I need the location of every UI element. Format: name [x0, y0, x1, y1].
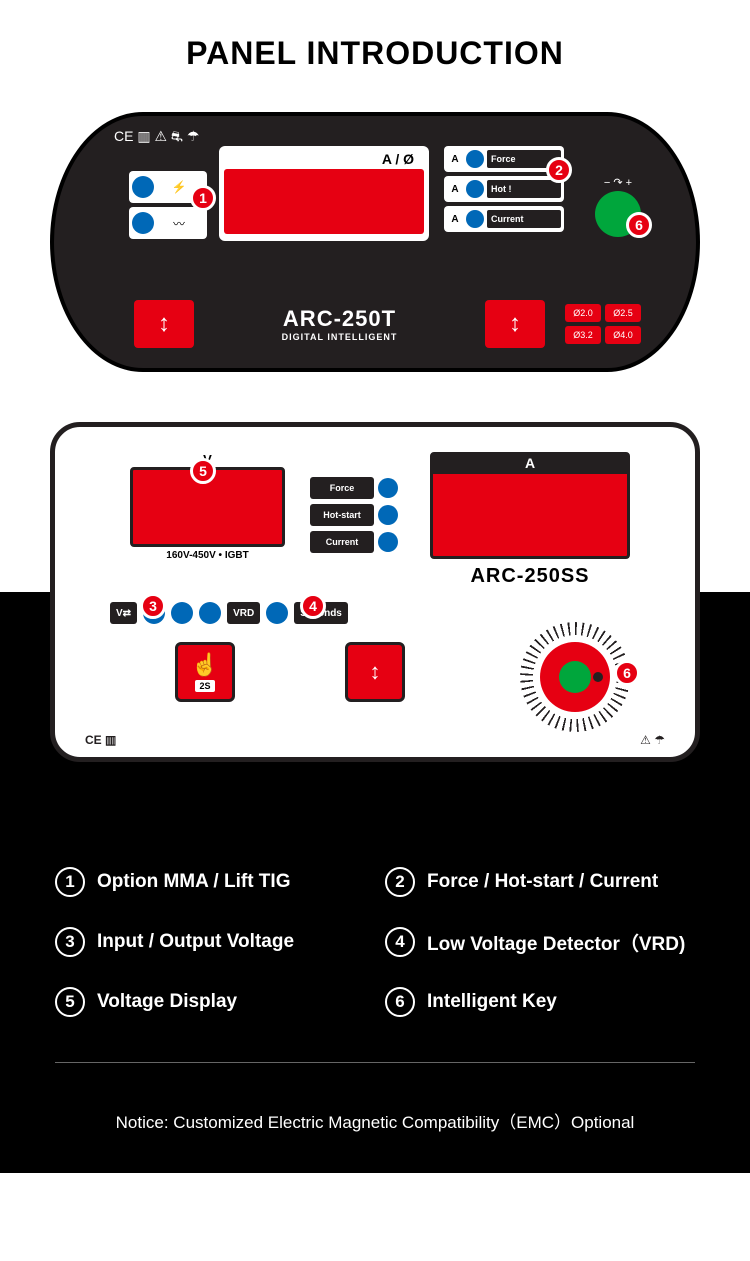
hand-icon: ☝	[191, 652, 218, 678]
legend-number: 2	[385, 867, 415, 897]
legend-item: 1 Option MMA / Lift TIG	[55, 867, 365, 897]
led-icon	[132, 212, 154, 234]
up-down-button[interactable]: ↕	[345, 642, 405, 702]
diameter-chip[interactable]: Ø2.5	[605, 304, 641, 322]
led-icon	[466, 150, 484, 168]
legend-item: 2 Force / Hot-start / Current	[385, 867, 695, 897]
legend-number: 1	[55, 867, 85, 897]
mode-rows: A Force A Hot ! A Current	[444, 146, 564, 232]
legend-grid: 1 Option MMA / Lift TIG 2 Force / Hot-st…	[55, 867, 695, 1017]
legend-text: Option MMA / Lift TIG	[97, 871, 290, 893]
panel-arc250t: CE ▥ ⚠ ⛐ ☂ ⚡ 〰 A / Ø A Force A	[50, 112, 700, 372]
panel-arc250ss: V 160V-450V • IGBT Force Hot-start Curre…	[50, 422, 700, 762]
knob-nub-icon	[593, 672, 603, 682]
center-modes: Force Hot-start Current	[310, 477, 398, 553]
bottom-buttons: ☝ 2S ↕	[175, 642, 405, 702]
intelligent-knob[interactable]	[520, 622, 630, 732]
cert-icons-right: ⚠ ☂	[640, 733, 665, 747]
up-down-button-right[interactable]: ↕	[485, 300, 545, 348]
a-label: A	[447, 154, 463, 165]
led-icon	[171, 602, 193, 624]
mode-label: Hot-start	[310, 504, 374, 526]
legend-item: 4 Low Voltage Detector（VRD)	[385, 927, 695, 957]
display-screen	[224, 169, 424, 234]
v-swap-chip[interactable]: V⇄	[110, 602, 137, 624]
mode-label: Current	[487, 210, 561, 228]
mma-icon: 〰	[154, 215, 204, 232]
legend-text: Voltage Display	[97, 991, 237, 1013]
diameter-grid: Ø2.0 Ø2.5 Ø3.2 Ø4.0	[565, 304, 641, 344]
legend-text: Force / Hot-start / Current	[427, 871, 658, 893]
marker-3: 3	[140, 593, 166, 619]
legend: 1 Option MMA / Lift TIG 2 Force / Hot-st…	[0, 812, 750, 1173]
diameter-chip[interactable]: Ø2.0	[565, 304, 601, 322]
divider	[55, 1062, 695, 1063]
model-name: ARC-250T	[194, 306, 485, 332]
led-icon	[266, 602, 288, 624]
legend-number: 5	[55, 987, 85, 1017]
arrows-icon: ↕	[370, 659, 381, 685]
marker-2: 2	[546, 157, 572, 183]
model-subtitle: DIGITAL INTELLIGENT	[194, 332, 485, 342]
knob-body	[540, 642, 610, 712]
a-screen	[430, 474, 630, 559]
marker-6: 6	[614, 660, 640, 686]
marker-4: 4	[300, 593, 326, 619]
mode-force[interactable]: Force	[310, 477, 398, 499]
led-icon	[199, 602, 221, 624]
legend-text: Low Voltage Detector（VRD)	[427, 929, 685, 956]
mode-hot[interactable]: A Hot !	[444, 176, 564, 202]
led-icon	[466, 210, 484, 228]
marker-1: 1	[190, 185, 216, 211]
marker-5: 5	[190, 458, 216, 484]
tig-button[interactable]: 〰	[129, 207, 207, 239]
cert-icons-left: CE ▥	[85, 733, 116, 747]
current-display: A ARC-250SS	[430, 452, 630, 588]
up-down-button-left[interactable]: ↕	[134, 300, 194, 348]
vrd-chip[interactable]: VRD	[227, 602, 260, 624]
legend-number: 3	[55, 927, 85, 957]
mode-label: Hot !	[487, 180, 561, 198]
legend-text: Intelligent Key	[427, 991, 557, 1013]
led-icon	[466, 180, 484, 198]
display-label: A / Ø	[224, 151, 424, 167]
cert-icons: CE ▥ ⚠ ⛐ ☂	[114, 128, 199, 147]
mode-current[interactable]: A Current	[444, 206, 564, 232]
legend-notice: Notice: Customized Electric Magnetic Com…	[55, 1108, 695, 1133]
arrows-icon: ↕	[158, 310, 170, 338]
btn-sublabel: 2S	[195, 680, 214, 692]
a-label: A	[430, 452, 630, 474]
mode-label: Current	[310, 531, 374, 553]
mode-current[interactable]: Current	[310, 531, 398, 553]
arrows-icon: ↕	[509, 310, 521, 338]
led-icon	[132, 176, 154, 198]
a-label: A	[447, 214, 463, 225]
legend-number: 6	[385, 987, 415, 1017]
main-display: A / Ø	[219, 146, 429, 241]
page-title: PANEL INTRODUCTION	[0, 0, 750, 112]
legend-number: 4	[385, 927, 415, 957]
legend-item: 3 Input / Output Voltage	[55, 927, 365, 957]
led-icon	[378, 505, 398, 525]
mode-hotstart[interactable]: Hot-start	[310, 504, 398, 526]
diameter-chip[interactable]: Ø3.2	[565, 326, 601, 344]
diameter-chip[interactable]: Ø4.0	[605, 326, 641, 344]
marker-6: 6	[626, 212, 652, 238]
legend-item: 5 Voltage Display	[55, 987, 365, 1017]
led-icon	[378, 478, 398, 498]
model-label: ARC-250T DIGITAL INTELLIGENT	[194, 306, 485, 342]
led-icon	[378, 532, 398, 552]
bottom-row: ↕ ARC-250T DIGITAL INTELLIGENT ↕ Ø2.0 Ø2…	[134, 300, 641, 348]
model-name: ARC-250SS	[430, 565, 630, 588]
v-subtitle: 160V-450V • IGBT	[130, 550, 285, 561]
knob-center	[559, 661, 591, 693]
a-label: A	[447, 184, 463, 195]
touch-2s-button[interactable]: ☝ 2S	[175, 642, 235, 702]
mode-label: Force	[310, 477, 374, 499]
legend-item: 6 Intelligent Key	[385, 987, 695, 1017]
legend-text: Input / Output Voltage	[97, 931, 294, 953]
knob-direction: − ↷ +	[595, 176, 641, 189]
